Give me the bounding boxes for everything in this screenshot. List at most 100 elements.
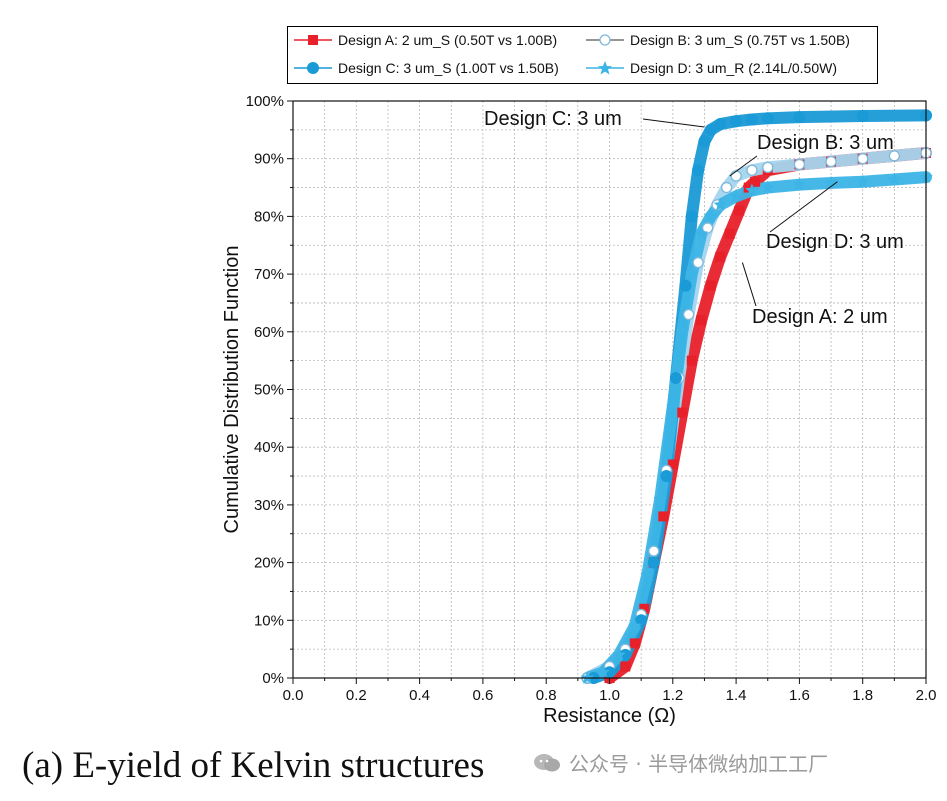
data-point-design-d	[761, 180, 775, 194]
data-point-design-c	[660, 470, 673, 483]
annotation-label-design-c: Design C: 3 um	[484, 108, 622, 130]
y-axis-title: Cumulative Distribution Function	[221, 246, 243, 534]
data-point-design-c	[685, 210, 698, 223]
y-tick-label: 10%	[254, 612, 284, 629]
data-point-design-c	[635, 614, 648, 627]
legend-marker-filled-circle-icon	[292, 61, 334, 75]
data-point-design-c	[669, 371, 682, 384]
data-point-design-b	[692, 256, 704, 269]
x-axis-title: Resistance (Ω)	[543, 705, 676, 727]
data-point-design-d	[685, 267, 699, 280]
watermark: 公众号 · 半导体微纳加工工厂	[533, 748, 828, 777]
data-point-design-b	[793, 158, 806, 171]
data-point-design-c	[730, 115, 743, 128]
figure-caption: (a) E-yield of Kelvin structures	[22, 745, 485, 786]
data-point-design-d	[596, 665, 610, 678]
data-point-design-d	[792, 177, 807, 191]
y-tick-label: 30%	[254, 497, 284, 514]
data-point-design-a	[667, 459, 678, 470]
legend: Design A: 2 um_S (0.50T vs 1.00B) Design…	[287, 26, 878, 84]
data-point-design-a	[629, 638, 640, 649]
series-layer	[581, 109, 932, 684]
data-point-design-a	[686, 355, 697, 366]
data-point-design-c	[704, 123, 717, 136]
data-point-design-b	[682, 308, 695, 321]
y-tick-label: 90%	[254, 151, 284, 168]
legend-item-design-b: Design B: 3 um_S (0.75T vs 1.50B)	[584, 32, 850, 48]
data-point-design-d	[745, 183, 759, 197]
marker-layer	[580, 109, 933, 684]
data-point-design-b	[701, 222, 714, 234]
axes: 0.0 0.2 0.4 0.6 0.8 1.0 1.2 1.4 1.6 1.8 2.0 0% 10% 20…	[221, 93, 936, 727]
y-tick-label: 50%	[254, 382, 284, 399]
data-point-design-d	[713, 197, 727, 211]
data-point-design-d	[887, 172, 901, 186]
data-point-design-d	[824, 175, 838, 189]
data-point-design-b	[857, 153, 869, 165]
data-point-design-c	[679, 279, 692, 292]
data-point-design-b	[720, 181, 733, 194]
x-tick-label: 0.2	[346, 687, 367, 704]
y-tick-label: 40%	[254, 439, 284, 456]
x-tick-label: 1.2	[662, 687, 683, 704]
data-point-design-b	[648, 545, 660, 557]
annotations: Design C: 3 um Design B: 3 um Design D: 3 …	[484, 108, 904, 328]
data-point-design-a	[677, 407, 688, 418]
data-point-design-a	[724, 228, 735, 239]
data-point-design-c	[698, 135, 711, 148]
data-point-design-c	[647, 556, 660, 569]
legend-label-design-b: Design B: 3 um_S (0.75T vs 1.50B)	[630, 32, 850, 48]
y-tick-label: 20%	[254, 555, 284, 572]
x-tick-label: 2.0	[916, 687, 937, 704]
data-point-design-d	[628, 619, 642, 632]
data-point-design-c	[761, 112, 774, 125]
annotation-label-design-b: Design B: 3 um	[757, 132, 894, 154]
data-point-design-a	[658, 511, 669, 522]
watermark-text: 公众号 · 半导体微纳加工工厂	[569, 752, 829, 776]
data-point-design-c	[692, 164, 705, 177]
data-point-design-d	[694, 226, 708, 240]
data-point-design-a	[734, 205, 745, 216]
data-point-design-a	[715, 251, 726, 262]
y-tick-label: 0%	[262, 670, 284, 687]
data-point-design-d	[704, 209, 718, 223]
y-tick-label: 80%	[254, 208, 284, 225]
x-tick-label: 1.8	[852, 687, 873, 704]
data-point-design-d	[856, 174, 870, 188]
legend-label-design-d: Design D: 3 um_R (2.14L/0.50W)	[630, 60, 837, 76]
wechat-icon	[533, 752, 561, 774]
x-tick-label: 1.0	[599, 687, 620, 704]
data-point-design-d	[640, 567, 655, 580]
x-tick-label: 0.6	[472, 687, 493, 704]
annotation-leader-d	[769, 181, 838, 233]
legend-label-design-a: Design A: 2 um_S (0.50T vs 1.00B)	[338, 32, 558, 48]
x-tick-label: 1.4	[726, 687, 747, 704]
data-point-design-b	[825, 155, 837, 168]
legend-item-design-d: Design D: 3 um_R (2.14L/0.50W)	[584, 60, 837, 76]
legend-label-design-c: Design C: 3 um_S (1.00T vs 1.50B)	[338, 60, 559, 76]
annotation-label-design-d: Design D: 3 um	[766, 231, 904, 253]
data-point-design-c	[714, 118, 727, 131]
data-point-design-b	[746, 164, 758, 176]
data-point-design-a	[743, 182, 754, 193]
legend-item-design-c: Design C: 3 um_S (1.00T vs 1.50B)	[292, 60, 559, 76]
data-point-design-a	[705, 280, 716, 291]
annotation-leader-c	[642, 118, 705, 128]
x-tick-label: 1.6	[789, 687, 810, 704]
y-tick-label: 100%	[246, 93, 284, 110]
data-point-design-b	[888, 150, 900, 162]
legend-marker-star-icon	[584, 61, 626, 75]
data-point-design-d	[666, 399, 680, 413]
data-point-design-d	[612, 647, 626, 661]
data-point-design-c	[793, 111, 806, 124]
data-point-design-c	[856, 110, 869, 123]
x-tick-label: 0.4	[409, 687, 430, 704]
data-point-design-d	[729, 189, 743, 202]
legend-marker-open-circle-icon	[584, 33, 626, 47]
data-point-design-d	[580, 671, 594, 684]
data-point-design-b	[730, 170, 742, 182]
y-tick-label: 70%	[254, 266, 284, 283]
data-point-design-d	[653, 492, 667, 505]
x-tick-label: 0.0	[283, 687, 304, 704]
data-point-design-b	[762, 161, 774, 174]
